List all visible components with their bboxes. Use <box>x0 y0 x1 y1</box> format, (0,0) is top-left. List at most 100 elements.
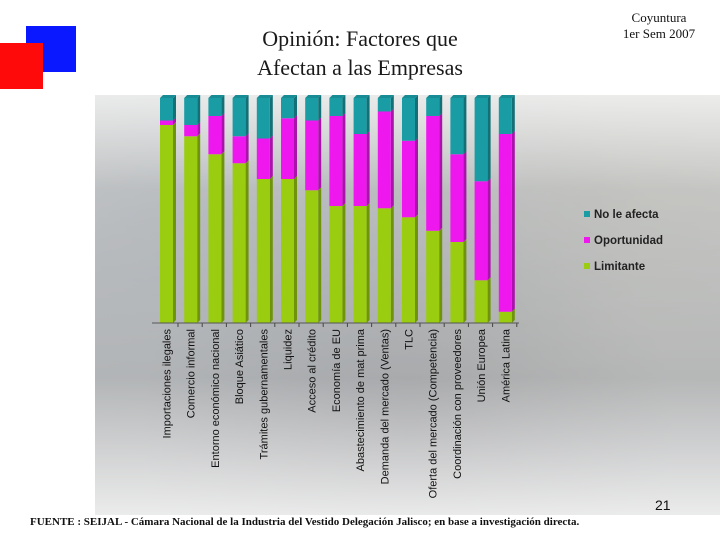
bar-top-4 <box>256 95 273 98</box>
bar-segment-oportunidad-14 <box>498 134 512 312</box>
bar-side-oportunidad-4 <box>269 135 273 179</box>
bar-side-no-le-afecta-5 <box>294 95 297 119</box>
bar-segment-oportunidad-3 <box>232 136 246 164</box>
bar-segment-oportunidad-11 <box>426 116 440 231</box>
bar-side-no-le-afecta-11 <box>439 95 443 116</box>
bar-segment-oportunidad-4 <box>256 138 270 179</box>
bar-side-no-le-afecta-0 <box>173 95 176 121</box>
bar-side-limitante-9 <box>390 205 394 323</box>
x-tick-label: Bloque Asiático <box>234 329 246 404</box>
x-tick-label: Oferta del mercado (Competencia) <box>428 329 440 498</box>
x-tick-label: Trámites gubernamentales <box>258 329 270 460</box>
bar-top-1 <box>184 95 201 98</box>
bar-segment-no-le-afecta-8 <box>353 98 367 134</box>
x-tick-label: Abastecimiento de mat prima <box>355 328 367 471</box>
bar-segment-limitante-14 <box>498 311 512 323</box>
bar-segment-no-le-afecta-14 <box>498 98 512 134</box>
source-note: FUENTE : SEIJAL - Cámara Nacional de la … <box>30 516 580 528</box>
bar-segment-oportunidad-10 <box>402 140 415 218</box>
red-accent-square <box>0 43 43 89</box>
bar-side-limitante-14 <box>511 308 515 323</box>
bar-segment-no-le-afecta-0 <box>160 98 173 121</box>
bar-side-limitante-1 <box>197 133 201 323</box>
x-tick-label: Coordinación con proveedores <box>452 329 464 479</box>
bar-side-limitante-0 <box>173 122 176 323</box>
bar-side-limitante-8 <box>366 203 370 323</box>
legend-label-limitante: Limitante <box>594 261 645 273</box>
bar-segment-no-le-afecta-10 <box>402 98 415 141</box>
bar-side-oportunidad-9 <box>390 108 394 209</box>
bar-segment-no-le-afecta-4 <box>256 98 270 139</box>
bar-segment-limitante-4 <box>256 179 270 323</box>
legend-label-no-le-afecta: No le afecta <box>594 209 659 221</box>
bar-segment-no-le-afecta-2 <box>208 98 222 116</box>
x-tick-label: Comercio informal <box>186 329 198 418</box>
bar-side-oportunidad-14 <box>511 131 515 312</box>
bar-segment-limitante-11 <box>426 230 440 323</box>
bar-top-3 <box>232 95 249 98</box>
bar-side-no-le-afecta-3 <box>245 95 249 137</box>
bar-segment-no-le-afecta-6 <box>305 98 319 121</box>
bar-segment-limitante-8 <box>353 206 367 323</box>
bar-side-no-le-afecta-6 <box>318 95 322 121</box>
bar-top-7 <box>329 95 346 98</box>
axis-group <box>152 322 519 327</box>
bar-segment-no-le-afecta-9 <box>377 98 391 112</box>
bar-segment-oportunidad-6 <box>305 120 319 191</box>
bar-side-oportunidad-8 <box>366 131 370 206</box>
bar-segment-no-le-afecta-12 <box>450 98 464 155</box>
legend: No le afecta Oportunidad Limitante <box>584 209 663 273</box>
bar-side-limitante-10 <box>415 214 418 323</box>
x-tick-label: Acceso al crédito <box>307 329 319 413</box>
bar-segment-no-le-afecta-3 <box>232 98 246 137</box>
legend-label-oportunidad: Oportunidad <box>594 235 663 247</box>
x-tick-label: Importaciones ilegales <box>162 329 174 439</box>
bar-segment-limitante-9 <box>377 208 391 323</box>
bar-side-no-le-afecta-13 <box>487 95 491 182</box>
bar-segment-no-le-afecta-1 <box>184 98 198 125</box>
bar-side-oportunidad-7 <box>342 113 346 206</box>
bar-top-5 <box>281 95 297 98</box>
bar-segment-oportunidad-8 <box>353 134 367 206</box>
bar-segment-limitante-1 <box>184 136 198 323</box>
legend-swatch-limitante <box>584 263 590 269</box>
x-tick-labels: Importaciones ilegales Comercio informal E… <box>162 328 513 498</box>
bar-side-limitante-4 <box>269 176 273 323</box>
bar-side-no-le-afecta-4 <box>269 95 273 139</box>
bar-top-12 <box>450 95 467 98</box>
bar-side-oportunidad-3 <box>245 133 249 164</box>
bar-side-no-le-afecta-8 <box>366 95 370 134</box>
bar-top-6 <box>305 95 322 98</box>
bar-segment-oportunidad-9 <box>377 111 391 209</box>
bar-segment-limitante-12 <box>450 242 464 323</box>
bar-segment-limitante-5 <box>281 179 294 323</box>
bar-side-oportunidad-2 <box>221 113 225 155</box>
bar-segment-no-le-afecta-7 <box>329 98 343 116</box>
bar-side-oportunidad-12 <box>463 151 467 242</box>
bar-segment-limitante-6 <box>305 190 319 323</box>
bar-top-9 <box>377 95 394 98</box>
bar-top-8 <box>353 95 370 98</box>
bar-segment-oportunidad-2 <box>208 116 222 155</box>
x-tick-label: Economía de EU <box>331 329 343 412</box>
slide-title: Opinión: Factores que Afectan a las Empr… <box>257 26 463 80</box>
bar-side-limitante-3 <box>245 160 249 323</box>
bar-segment-oportunidad-5 <box>281 118 294 179</box>
bar-segment-oportunidad-7 <box>329 116 343 206</box>
bar-top-10 <box>402 95 418 98</box>
bar-segment-limitante-10 <box>402 217 415 323</box>
bar-segment-limitante-0 <box>160 125 173 323</box>
bar-side-limitante-11 <box>439 227 443 323</box>
bar-segment-no-le-afecta-5 <box>281 98 294 119</box>
bar-side-oportunidad-13 <box>487 178 491 281</box>
bar-segment-oportunidad-13 <box>474 181 488 281</box>
bar-side-oportunidad-6 <box>318 117 322 191</box>
x-tick-label: Unión Europea <box>476 328 488 402</box>
bar-segment-oportunidad-12 <box>450 154 464 242</box>
legend-swatch-oportunidad <box>584 237 590 243</box>
bar-segment-limitante-13 <box>474 280 488 323</box>
bar-side-limitante-5 <box>294 176 297 323</box>
bar-side-limitante-2 <box>221 151 225 323</box>
bar-top-0 <box>160 95 176 98</box>
x-tick-label: Demanda del mercado (Ventas) <box>379 329 391 484</box>
